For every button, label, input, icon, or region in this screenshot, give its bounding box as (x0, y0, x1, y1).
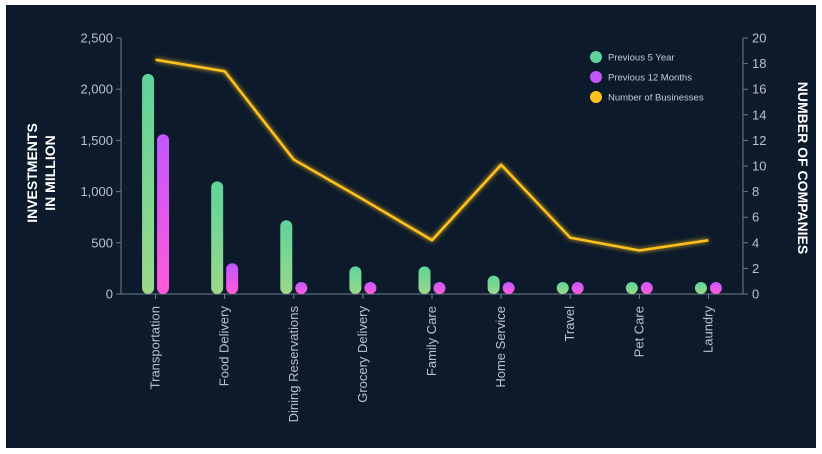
bar-previous-12-months (364, 282, 377, 294)
y-right-tick-label: 20 (752, 31, 766, 46)
category-label: Dining Reservations (286, 306, 301, 423)
bar-previous-12-months (433, 282, 446, 294)
bar-previous-5-year (349, 266, 362, 294)
legend-label: Previous 12 Months (608, 73, 692, 84)
category-label: Home Service (493, 306, 508, 388)
chart-frame: INVESTMENTS IN MILLION NUMBER OF COMPANI… (6, 5, 816, 448)
category-labels: Transportation Food Delivery Dining Reserv… (148, 306, 716, 423)
legend-label: Number of Businesses (608, 93, 704, 104)
line-number-of-businesses (155, 58, 709, 252)
legend-label: Previous 5 Year (608, 53, 675, 64)
bar-previous-5-year (280, 220, 293, 294)
y-left-tick-label: 1,000 (80, 184, 113, 199)
bar-previous-5-year (694, 282, 707, 294)
bar-previous-5-year (211, 181, 224, 294)
y-left-title-line2: IN MILLION (42, 135, 58, 210)
bar-previous-5-year (556, 282, 569, 294)
y-left-tick-label: 1,500 (80, 133, 113, 148)
bar-previous-12-months (640, 282, 653, 294)
legend-swatch (590, 91, 602, 103)
bar-previous-5-year (487, 275, 500, 294)
y-left-tick-label: 500 (91, 235, 113, 250)
legend: Previous 5 Year Previous 12 Months Number … (590, 51, 704, 104)
bars (142, 73, 722, 294)
axes: 0 500 1,000 1,500 2,000 2,500 0 2 4 6 8 10 12 14 16 18 2… (80, 31, 766, 302)
category-label: Travel (562, 306, 577, 342)
category-label: Family Care (424, 306, 439, 376)
y-right-tick-label: 4 (752, 235, 759, 250)
line-layer (155, 58, 709, 252)
category-label: Laundry (700, 306, 715, 353)
bar-previous-12-months (157, 134, 170, 294)
bar-previous-12-months (295, 282, 308, 294)
y-right-tick-label: 6 (752, 210, 759, 225)
y-right-tick-label: 14 (752, 107, 766, 122)
legend-swatch (590, 71, 602, 83)
y-right-tick-label: 10 (752, 159, 766, 174)
bar-previous-5-year (418, 266, 431, 294)
bar-previous-12-months (571, 282, 584, 294)
bar-previous-12-months (502, 282, 515, 294)
y-right-tick-label: 2 (752, 261, 759, 276)
y-right-tick-label: 18 (752, 56, 766, 71)
legend-swatch (590, 51, 602, 63)
y-right-tick-label: 8 (752, 184, 759, 199)
bar-previous-5-year (625, 282, 638, 294)
y-right-title: NUMBER OF COMPANIES (795, 82, 811, 254)
bar-previous-5-year (142, 73, 155, 294)
y-left-tick-label: 2,000 (80, 82, 113, 97)
category-label: Pet Care (631, 306, 646, 357)
category-label: Grocery Delivery (355, 306, 370, 403)
bar-previous-12-months (709, 282, 722, 294)
y-right-tick-label: 0 (752, 287, 759, 302)
combo-chart: INVESTMENTS IN MILLION NUMBER OF COMPANI… (24, 31, 811, 423)
y-right-tick-label: 12 (752, 133, 766, 148)
category-label: Food Delivery (217, 306, 232, 387)
bar-previous-12-months (226, 263, 239, 294)
y-left-tick-label: 2,500 (80, 31, 113, 46)
y-right-tick-label: 16 (752, 82, 766, 97)
category-label: Transportation (148, 306, 163, 389)
y-left-tick-label: 0 (106, 287, 113, 302)
y-left-title-line1: INVESTMENTS (24, 123, 40, 223)
